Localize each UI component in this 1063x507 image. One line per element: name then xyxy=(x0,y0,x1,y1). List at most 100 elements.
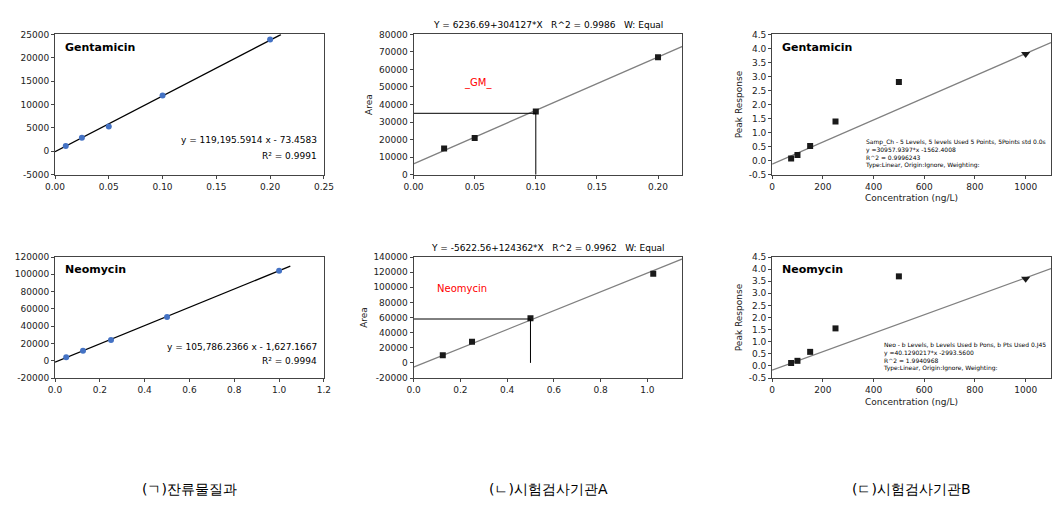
svg-text:40000: 40000 xyxy=(379,100,408,110)
svg-text:80000: 80000 xyxy=(379,30,408,40)
svg-text:Gentamicin: Gentamicin xyxy=(782,41,852,54)
svg-text:60000: 60000 xyxy=(379,313,408,323)
svg-text:1.5: 1.5 xyxy=(752,114,766,124)
svg-text:0.2: 0.2 xyxy=(453,385,467,395)
svg-text:3.0: 3.0 xyxy=(752,288,767,298)
svg-text:0.20: 0.20 xyxy=(648,182,668,192)
svg-text:20000: 20000 xyxy=(379,135,408,145)
svg-text:40000: 40000 xyxy=(379,328,408,338)
svg-text:30000: 30000 xyxy=(379,117,408,127)
svg-text:70000: 70000 xyxy=(379,47,408,57)
svg-text:0.10: 0.10 xyxy=(153,182,173,192)
svg-text:(ㄷ)시험검사기관B: (ㄷ)시험검사기관B xyxy=(852,481,971,497)
svg-text:140000: 140000 xyxy=(373,252,408,262)
svg-text:Peak Response: Peak Response xyxy=(734,70,744,138)
svg-text:y = 119,195.5914 x - 73.4583: y = 119,195.5914 x - 73.4583 xyxy=(181,135,317,145)
svg-text:Area: Area xyxy=(359,307,369,328)
svg-text:80000: 80000 xyxy=(379,298,408,308)
svg-text:10000: 10000 xyxy=(379,152,408,162)
svg-text:80000: 80000 xyxy=(21,287,50,297)
svg-text:Neomycin: Neomycin xyxy=(65,263,126,276)
svg-text:1.0: 1.0 xyxy=(272,385,287,395)
svg-text:600: 600 xyxy=(916,385,933,395)
svg-text:0.20: 0.20 xyxy=(260,182,280,192)
svg-text:0.0: 0.0 xyxy=(752,156,767,166)
svg-text:Neo - b Levels, b Levels Used: Neo - b Levels, b Levels Used b Pons, b … xyxy=(883,341,1046,372)
svg-text:0.00: 0.00 xyxy=(45,182,65,192)
svg-text:20000: 20000 xyxy=(379,343,408,353)
svg-text:600: 600 xyxy=(916,182,933,192)
svg-text:y = 105,786.2366 x - 1,627.166: y = 105,786.2366 x - 1,627.1667 xyxy=(167,342,317,352)
svg-text:3.5: 3.5 xyxy=(752,58,766,68)
svg-text:0.0: 0.0 xyxy=(48,385,63,395)
svg-text:0: 0 xyxy=(769,385,775,395)
svg-text:R² = 0.9991: R² = 0.9991 xyxy=(262,151,317,161)
svg-text:20000: 20000 xyxy=(21,53,50,63)
svg-text:-0.5: -0.5 xyxy=(749,170,767,180)
svg-text:0.15: 0.15 xyxy=(587,182,607,192)
svg-text:15000: 15000 xyxy=(21,76,50,86)
svg-text:2.0: 2.0 xyxy=(752,100,767,110)
svg-text:800: 800 xyxy=(966,182,983,192)
svg-text:4.5: 4.5 xyxy=(752,252,766,262)
svg-text:1000: 1000 xyxy=(1014,182,1037,192)
svg-text:2.5: 2.5 xyxy=(752,86,766,96)
svg-text:R² = 0.9994: R² = 0.9994 xyxy=(262,356,317,366)
svg-text:400: 400 xyxy=(865,385,882,395)
svg-text:Gentamicin: Gentamicin xyxy=(65,41,135,54)
svg-text:Y = -5622.56+124362*X R^2 =: Y = -5622.56+124362*X R^2 = 0.9962 W: Eq… xyxy=(431,243,665,253)
svg-text:0.05: 0.05 xyxy=(465,182,485,192)
svg-text:60000: 60000 xyxy=(21,304,50,314)
svg-text:0.6: 0.6 xyxy=(547,385,562,395)
svg-text:120000: 120000 xyxy=(373,267,408,277)
svg-text:0.6: 0.6 xyxy=(182,385,197,395)
svg-text:1.2: 1.2 xyxy=(317,385,331,395)
svg-text:4.0: 4.0 xyxy=(752,264,767,274)
svg-text:200: 200 xyxy=(814,385,831,395)
svg-text:3.0: 3.0 xyxy=(752,72,767,82)
svg-text:Area: Area xyxy=(364,94,374,115)
svg-text:_GM_: _GM_ xyxy=(464,77,492,89)
svg-text:25000: 25000 xyxy=(21,30,50,40)
svg-text:Concentration (ng/L): Concentration (ng/L) xyxy=(865,397,958,407)
svg-text:2.0: 2.0 xyxy=(752,313,767,323)
svg-text:1.0: 1.0 xyxy=(640,385,655,395)
svg-text:800: 800 xyxy=(966,385,983,395)
svg-text:Y = 6236.69+304127*X R^2 = 0: Y = 6236.69+304127*X R^2 = 0.9986 W: Equ… xyxy=(433,20,663,30)
svg-text:0.15: 0.15 xyxy=(206,182,226,192)
svg-text:5000: 5000 xyxy=(26,123,49,133)
svg-text:0.8: 0.8 xyxy=(593,385,608,395)
svg-text:100000: 100000 xyxy=(15,269,50,279)
svg-text:1.0: 1.0 xyxy=(752,337,767,347)
svg-text:Concentration (ng/L): Concentration (ng/L) xyxy=(865,193,958,203)
svg-text:1.5: 1.5 xyxy=(752,325,766,335)
svg-text:200: 200 xyxy=(814,182,831,192)
svg-text:50000: 50000 xyxy=(379,82,408,92)
svg-text:40000: 40000 xyxy=(21,321,50,331)
svg-text:-0.5: -0.5 xyxy=(749,373,767,383)
svg-text:0.0: 0.0 xyxy=(752,361,767,371)
svg-text:100000: 100000 xyxy=(373,282,408,292)
svg-text:1.0: 1.0 xyxy=(752,128,767,138)
svg-text:-20000: -20000 xyxy=(17,373,49,383)
svg-text:3.5: 3.5 xyxy=(752,276,766,286)
svg-text:0: 0 xyxy=(402,358,408,368)
svg-text:0.25: 0.25 xyxy=(314,182,334,192)
svg-text:2.5: 2.5 xyxy=(752,301,766,311)
svg-text:(ㄴ)시험검사기관A: (ㄴ)시험검사기관A xyxy=(489,481,608,497)
svg-text:-20000: -20000 xyxy=(376,373,408,383)
svg-text:120000: 120000 xyxy=(15,252,50,262)
svg-text:60000: 60000 xyxy=(379,65,408,75)
svg-text:10000: 10000 xyxy=(21,100,50,110)
svg-text:Neomycin: Neomycin xyxy=(782,263,843,276)
svg-text:Samp_Ch - 5 Levels, 5 levels U: Samp_Ch - 5 Levels, 5 levels Used 5 Poin… xyxy=(865,138,1046,169)
svg-text:0: 0 xyxy=(43,356,49,366)
svg-text:4.5: 4.5 xyxy=(752,30,766,40)
svg-text:0.10: 0.10 xyxy=(526,182,546,192)
svg-text:0.5: 0.5 xyxy=(752,142,766,152)
svg-text:Neomycin: Neomycin xyxy=(437,283,487,294)
svg-text:Peak Response: Peak Response xyxy=(734,283,744,351)
svg-text:0.5: 0.5 xyxy=(752,349,766,359)
svg-text:0: 0 xyxy=(43,146,49,156)
svg-text:20000: 20000 xyxy=(21,339,50,349)
